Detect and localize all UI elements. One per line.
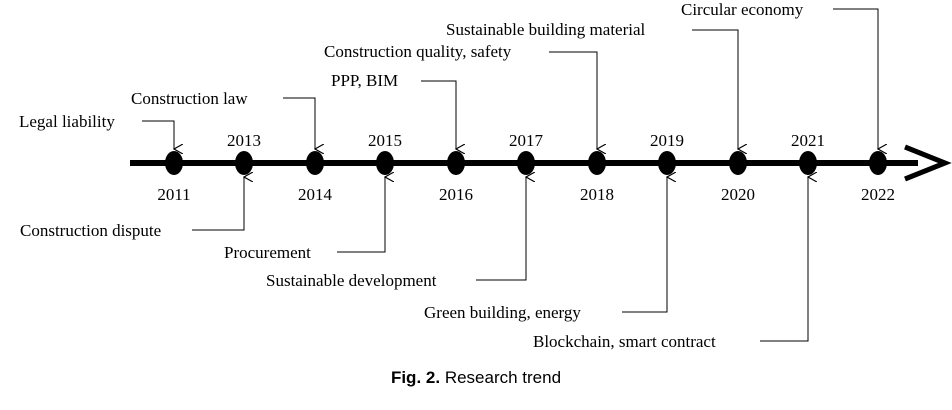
figure-caption: Fig. 2. Research trend bbox=[0, 368, 952, 388]
timeline-diagram: 2011 2013 2014 2015 2016 2017 2018 2019 … bbox=[19, 0, 952, 351]
year-label-2021: 2021 bbox=[791, 131, 825, 150]
year-label-2022: 2022 bbox=[861, 185, 895, 204]
connector-green-building bbox=[622, 177, 667, 313]
node-2013 bbox=[235, 151, 253, 175]
topic-construction-law: Construction law bbox=[131, 89, 248, 108]
node-2015 bbox=[376, 151, 394, 175]
year-label-2015: 2015 bbox=[368, 131, 402, 150]
node-2022 bbox=[869, 151, 887, 175]
year-label-2017: 2017 bbox=[509, 131, 544, 150]
connector-construction-quality bbox=[549, 51, 597, 149]
topic-construction-dispute: Construction dispute bbox=[20, 221, 161, 240]
topic-ppp-bim: PPP, BIM bbox=[331, 71, 398, 90]
year-label-2018: 2018 bbox=[580, 185, 614, 204]
timeline-arrowhead bbox=[904, 144, 952, 182]
figure-caption-label: Fig. 2. bbox=[390, 368, 441, 387]
topic-sustainable-development: Sustainable development bbox=[266, 271, 437, 290]
year-label-2013: 2013 bbox=[227, 131, 261, 150]
topic-blockchain: Blockchain, smart contract bbox=[533, 332, 716, 351]
topic-sustainable-material: Sustainable building material bbox=[446, 20, 646, 39]
topic-construction-quality: Construction quality, safety bbox=[324, 42, 512, 61]
node-2016 bbox=[447, 151, 465, 175]
connector-ppp-bim bbox=[421, 80, 456, 149]
node-2011 bbox=[165, 151, 183, 175]
node-2017 bbox=[517, 151, 535, 175]
topic-legal-liability: Legal liability bbox=[19, 112, 115, 131]
connector-legal-liability bbox=[142, 120, 174, 149]
connector-circular-economy bbox=[833, 8, 878, 149]
year-label-2019: 2019 bbox=[650, 131, 684, 150]
year-label-2011: 2011 bbox=[157, 185, 190, 204]
figure-caption-text: Research trend bbox=[444, 368, 562, 387]
node-2018 bbox=[588, 151, 606, 175]
connector-procurement bbox=[337, 177, 385, 253]
node-2014 bbox=[306, 151, 324, 175]
year-label-2016: 2016 bbox=[439, 185, 473, 204]
node-2020 bbox=[729, 151, 747, 175]
topic-circular-economy: Circular economy bbox=[681, 0, 804, 19]
connector-blockchain bbox=[760, 177, 808, 342]
connector-construction-dispute bbox=[192, 177, 244, 231]
connector-sustainable-development bbox=[476, 177, 526, 281]
year-label-2020: 2020 bbox=[721, 185, 755, 204]
connector-construction-law bbox=[283, 97, 315, 149]
topic-green-building: Green building, energy bbox=[424, 303, 581, 322]
node-2019 bbox=[658, 151, 676, 175]
year-label-2014: 2014 bbox=[298, 185, 333, 204]
topic-procurement: Procurement bbox=[224, 243, 311, 262]
connector-sustainable-material bbox=[692, 29, 738, 149]
node-2021 bbox=[799, 151, 817, 175]
